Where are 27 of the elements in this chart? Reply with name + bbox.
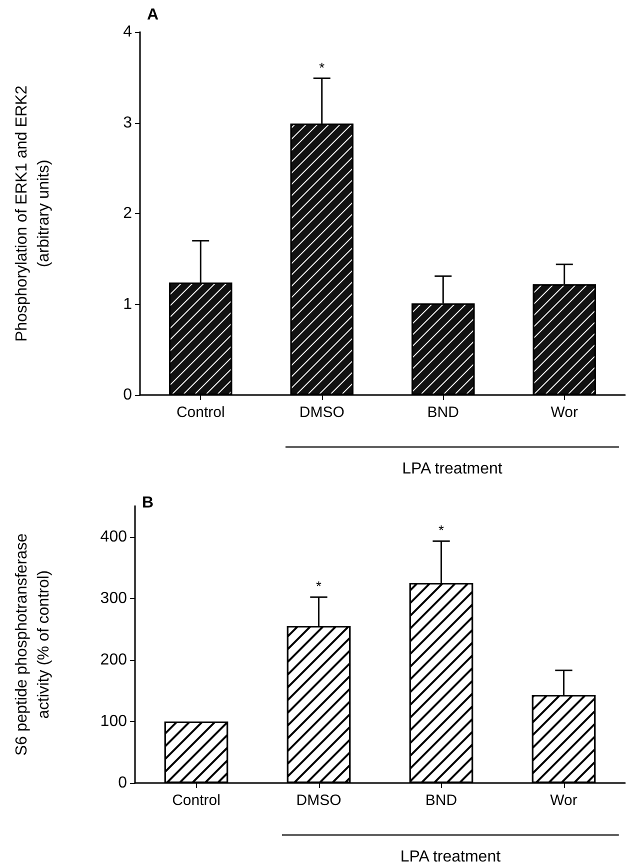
annotation: *	[438, 522, 445, 538]
text: LPA treatment	[402, 460, 503, 478]
y-tick-label: 4	[123, 24, 132, 40]
y-tick-label: 3	[123, 114, 132, 132]
y-tick-label: 1	[123, 296, 132, 313]
chart-title: B	[142, 494, 154, 512]
y-tick-label: 0	[118, 774, 128, 792]
x-tick-label: Control	[176, 404, 225, 421]
chart-title: A	[147, 6, 159, 24]
y-axis-title: Phosphorylation of ERK1 and ERK2 (arbitrary units)	[14, 85, 52, 342]
y-tick-label: 0	[123, 386, 132, 404]
x-tick-label: BND	[425, 792, 458, 809]
y-tick-label: 100	[100, 712, 128, 730]
text: LPA treatment	[400, 848, 502, 864]
annotation: *	[319, 59, 326, 76]
x-tick-label: Control	[172, 792, 220, 809]
x-tick-label: DMSO	[299, 404, 344, 421]
y-tick-label: 200	[100, 651, 128, 668]
x-tick-label: BND	[427, 404, 460, 421]
y-tick-label: 2	[123, 205, 132, 222]
x-tick-label: DMSO	[296, 792, 342, 809]
y-tick-label: 300	[100, 590, 128, 607]
y-tick-label: 400	[100, 528, 128, 546]
x-tick-label: Wor	[550, 792, 578, 809]
annotation: *	[316, 578, 322, 594]
x-tick-label: Wor	[550, 404, 578, 421]
y-axis-title: S6 peptide phosphotransferase activity (% of control)	[14, 533, 52, 756]
